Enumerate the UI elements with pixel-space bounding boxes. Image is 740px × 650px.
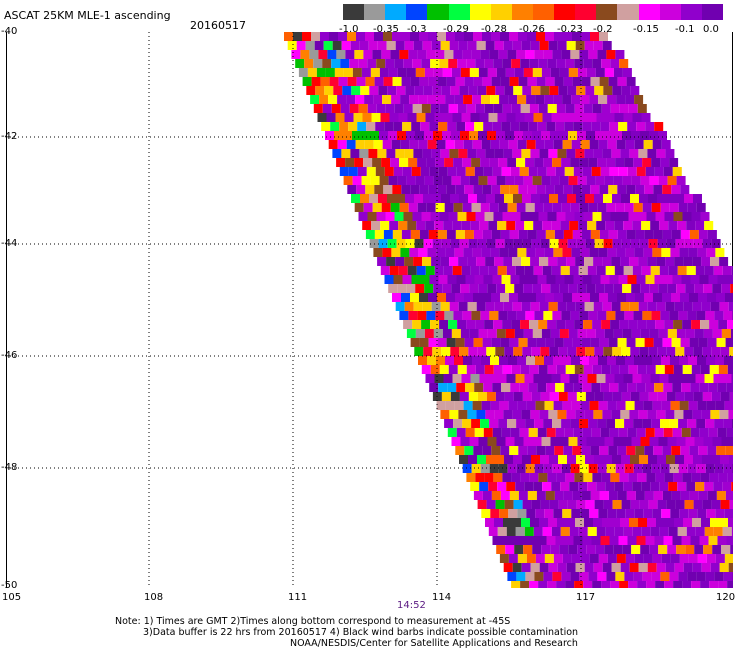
colorbar-label: -0.3 — [407, 24, 427, 35]
colorbar-segment — [638, 4, 660, 20]
colorbar-segment — [490, 4, 512, 20]
time-label: 14:52 — [397, 600, 426, 611]
colorbar-labels: -1.0 -0.35 -0.3 -0.29 -0.28 -0.26 -0.23 … — [337, 24, 737, 36]
satellite-swath-map — [6, 32, 733, 588]
lat-label: -42 — [1, 131, 18, 142]
colorbar-label: 0.0 — [703, 24, 719, 35]
colorbar-label: -0.35 — [373, 24, 399, 35]
colorbar-segment — [406, 4, 428, 20]
lon-label: 105 — [2, 592, 22, 603]
footnotes: Note: 1) Times are GMT 2)Times along bot… — [115, 616, 578, 649]
colorbar-label: -0.29 — [443, 24, 469, 35]
colorbar-segment — [617, 4, 639, 20]
colorbar-segment — [427, 4, 449, 20]
colorbar-label: -0.23 — [557, 24, 583, 35]
lat-label: -40 — [1, 26, 18, 37]
lat-label: -46 — [1, 350, 18, 361]
product-date: 20160517 — [190, 19, 246, 32]
colorbar-segment — [343, 4, 365, 20]
colorbar-segment — [596, 4, 618, 20]
colorbar-segment — [469, 4, 491, 20]
lat-label: -44 — [1, 238, 18, 249]
lon-label: 114 — [432, 592, 452, 603]
colorbar-label: -0.28 — [481, 24, 507, 35]
lon-label: 108 — [144, 592, 164, 603]
lon-label: 120 — [716, 592, 736, 603]
colorbar — [343, 4, 723, 20]
lon-label: 111 — [288, 592, 308, 603]
colorbar-segment — [659, 4, 681, 20]
colorbar-segment — [554, 4, 576, 20]
swath-cells — [284, 32, 733, 588]
colorbar-label: -0.1 — [675, 24, 695, 35]
note-line-3: NOAA/NESDIS/Center for Satellite Applica… — [290, 638, 578, 649]
note-line-2: 3)Data buffer is 22 hrs from 20160517 4)… — [143, 627, 579, 638]
colorbar-label: -1.0 — [339, 24, 359, 35]
colorbar-segment — [511, 4, 533, 20]
lat-label: -50 — [1, 580, 18, 591]
colorbar-label: -0.2 — [593, 24, 613, 35]
product-title: ASCAT 25KM MLE-1 ascending — [4, 9, 171, 22]
colorbar-label: -0.15 — [633, 24, 659, 35]
lat-label: -48 — [1, 462, 18, 473]
colorbar-segment — [448, 4, 470, 20]
colorbar-segment — [680, 4, 702, 20]
lon-label: 117 — [576, 592, 596, 603]
colorbar-segment — [385, 4, 407, 20]
colorbar-segment — [575, 4, 597, 20]
note-line-1: Note: 1) Times are GMT 2)Times along bot… — [115, 616, 511, 627]
colorbar-segment — [701, 4, 723, 20]
colorbar-segment — [364, 4, 386, 20]
colorbar-label: -0.26 — [519, 24, 545, 35]
colorbar-segment — [532, 4, 555, 20]
